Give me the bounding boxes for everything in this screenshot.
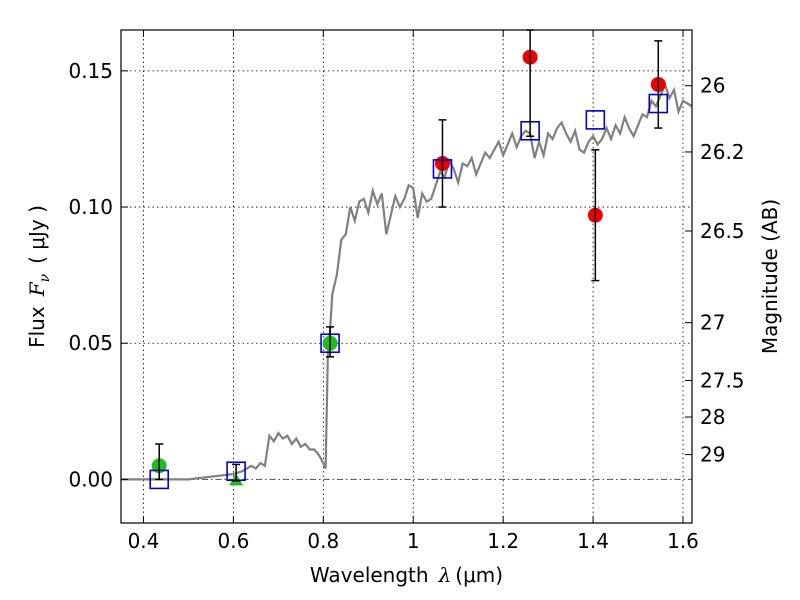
y2-tick-label: 27 [700,311,725,335]
y-axis-label: FluxFν( μJy ) [25,205,53,348]
y2-tick-label: 26.5 [700,219,745,243]
x-tick-label: 1.6 [667,529,699,553]
x-tick-label: 1.2 [487,529,519,553]
y-tick-label: 0.00 [68,467,113,491]
x-tick-label: 1 [407,529,420,553]
plot-area [121,81,692,481]
plot-frame [120,29,693,524]
blue-square-point [585,110,606,130]
x-axis-label: Wavelength λ (μm) [310,563,503,587]
x-tick-label: 0.6 [217,529,249,553]
y2-axis-label: Magnitude (AB) [758,199,782,354]
x-tick-label: 0.8 [307,529,339,553]
y-tick-label: 0.05 [68,331,113,355]
y-tick-label: 0.15 [68,59,113,83]
y2-tick-label: 28 [700,405,725,429]
y2-tick-label: 27.5 [700,369,745,393]
model-sed-line [121,81,692,481]
axis-ticks: 0.4 0.6 0.8 1 1.2 1.4 1.6 0.00 0.05 0.10 0.15 26 26.… [68,30,745,553]
y2-tick-label: 29 [700,443,725,467]
x-tick-label: 0.4 [128,529,160,553]
grid [121,30,692,523]
y-tick-label: 0.10 [68,195,113,219]
data-markers [149,29,669,490]
y2-tick-label: 26.2 [700,140,745,164]
x-tick-label: 1.4 [577,529,609,553]
y2-tick-label: 26 [700,74,725,98]
